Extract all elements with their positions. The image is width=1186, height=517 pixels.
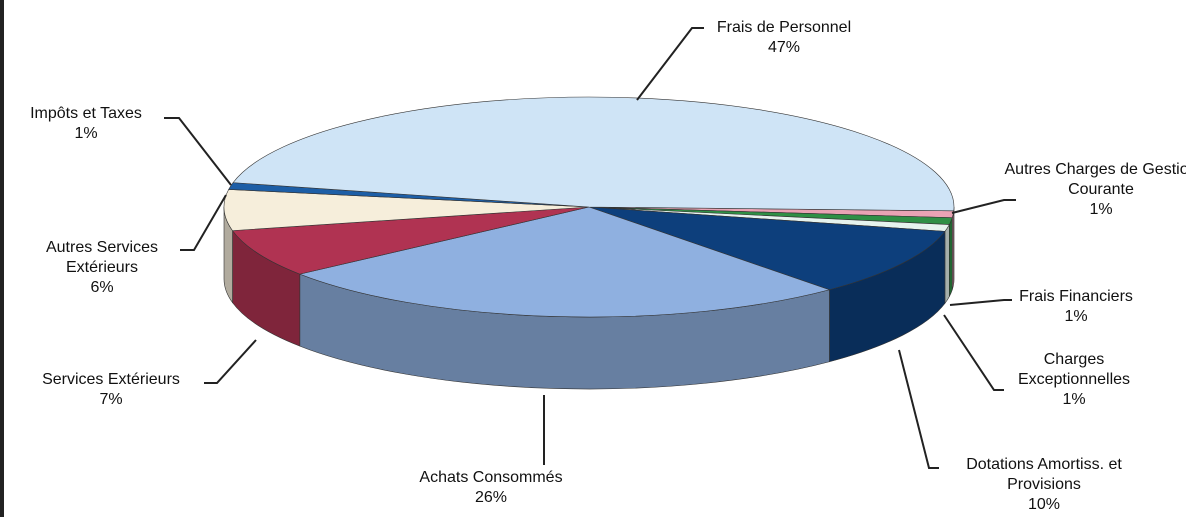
leader-line	[943, 314, 1004, 391]
slice	[588, 206, 946, 291]
slice-label: Frais de Personnel 47%	[684, 18, 884, 58]
slice-value: 7%	[99, 391, 123, 408]
slice-label: Charges Exceptionnelles 1%	[994, 350, 1154, 410]
slice-value: 47%	[767, 39, 801, 56]
slice-side	[944, 224, 950, 305]
slice-name: Services Extérieurs	[42, 371, 180, 388]
leader-line	[164, 117, 232, 186]
slice	[223, 189, 590, 231]
slice	[231, 206, 590, 275]
slice-side	[949, 217, 953, 297]
slice-value: 1%	[74, 125, 98, 142]
slice-label: Achats Consommés 26%	[391, 468, 591, 508]
slice	[298, 206, 831, 318]
slice-name: Impôts et Taxes	[30, 105, 142, 122]
slice-value: 26%	[474, 489, 508, 506]
slice-label: Autres Services Extérieurs 6%	[12, 238, 192, 298]
leader-line	[204, 339, 257, 384]
leader-line	[951, 199, 1016, 214]
slice-name: Frais de Personnel	[716, 19, 852, 36]
slice	[232, 96, 955, 212]
slice-value: 10%	[1027, 496, 1061, 513]
slice-label: Frais Financiers 1%	[996, 287, 1156, 327]
slice-name: Charges Exceptionnelles	[1017, 351, 1131, 388]
pie-canvas	[164, 27, 1016, 469]
slice-name: Autres Services Extérieurs	[45, 239, 159, 276]
slice-name: Autres Charges de Gestion Courante	[1004, 161, 1186, 198]
leader-line	[636, 27, 704, 101]
slice-label: Services Extérieurs 7%	[11, 370, 211, 410]
slice-name: Frais Financiers	[1019, 288, 1133, 305]
slice-name: Dotations Amortiss. et Provisions	[966, 456, 1122, 493]
slice-value: 6%	[90, 279, 114, 296]
slice-name: Achats Consommés	[419, 469, 563, 486]
slice-label: Impôts et Taxes 1%	[4, 104, 171, 144]
leader-line	[180, 194, 227, 251]
leader-line	[949, 299, 1012, 306]
slice-label: Dotations Amortiss. et Provisions 10%	[929, 455, 1159, 515]
leader-line	[898, 349, 939, 469]
slice-value: 1%	[1089, 201, 1113, 218]
slice-label: Autres Charges de Gestion Courante 1%	[1001, 160, 1186, 220]
slice-value: 1%	[1064, 308, 1088, 325]
slice-value: 1%	[1062, 391, 1086, 408]
